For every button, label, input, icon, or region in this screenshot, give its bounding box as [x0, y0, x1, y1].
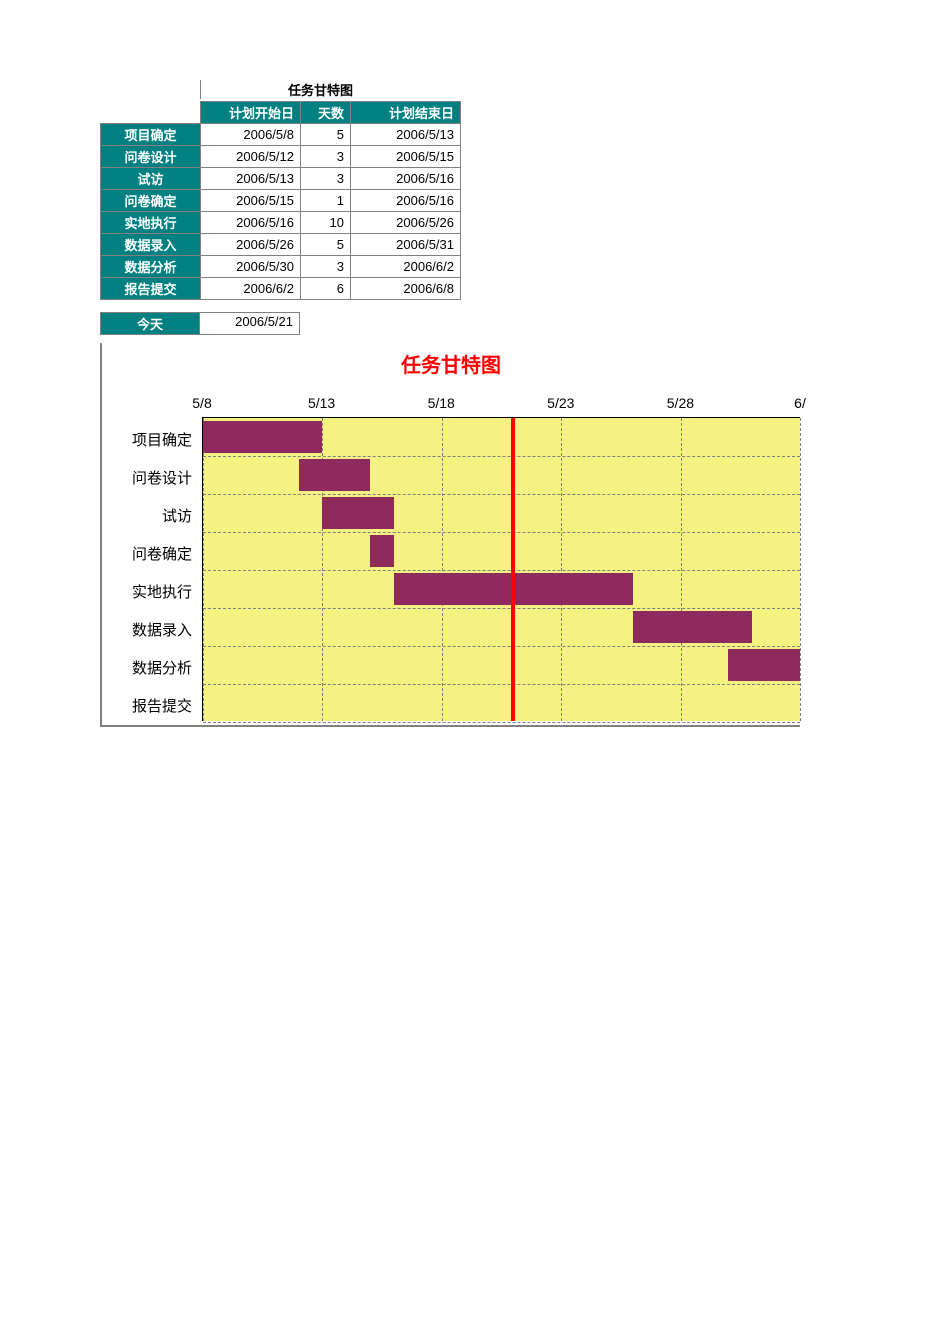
cell-days: 3 [301, 256, 351, 278]
cell-end: 2006/5/13 [351, 124, 461, 146]
grid-horizontal [203, 608, 800, 609]
table-row: 报告提交2006/6/262006/6/8 [101, 278, 461, 300]
y-tick-label: 试访 [102, 505, 192, 526]
gantt-bar [633, 611, 752, 643]
y-tick-label: 问卷设计 [102, 467, 192, 488]
grid-horizontal [203, 532, 800, 533]
y-tick-label: 项目确定 [102, 429, 192, 450]
cell-end: 2006/5/16 [351, 168, 461, 190]
cell-days: 3 [301, 146, 351, 168]
plot-area [202, 417, 800, 721]
y-tick-label: 问卷确定 [102, 543, 192, 564]
cell-end: 2006/5/16 [351, 190, 461, 212]
row-header: 报告提交 [101, 278, 201, 300]
x-tick-label: 5/28 [667, 395, 694, 411]
today-label: 今天 [100, 312, 200, 335]
row-header: 项目确定 [101, 124, 201, 146]
row-header: 实地执行 [101, 212, 201, 234]
table-row: 实地执行2006/5/16102006/5/26 [101, 212, 461, 234]
cell-days: 1 [301, 190, 351, 212]
data-table: 计划开始日 天数 计划结束日 项目确定2006/5/852006/5/13问卷设… [100, 101, 461, 300]
y-tick-label: 报告提交 [102, 695, 192, 716]
table-row: 项目确定2006/5/852006/5/13 [101, 124, 461, 146]
y-axis-labels: 项目确定问卷设计试访问卷确定实地执行数据录入数据分析报告提交 [102, 417, 202, 725]
row-header: 问卷确定 [101, 190, 201, 212]
x-tick-label: 5/18 [428, 395, 455, 411]
col-header-days: 天数 [301, 102, 351, 124]
grid-horizontal [203, 570, 800, 571]
cell-days: 3 [301, 168, 351, 190]
row-header: 数据分析 [101, 256, 201, 278]
col-header-start: 计划开始日 [201, 102, 301, 124]
gantt-bar [370, 535, 394, 567]
cell-start: 2006/5/30 [201, 256, 301, 278]
grid-horizontal [203, 722, 800, 723]
x-tick-label: 6/ [794, 395, 806, 411]
header-spacer [101, 102, 201, 124]
cell-end: 2006/5/26 [351, 212, 461, 234]
col-header-end: 计划结束日 [351, 102, 461, 124]
cell-start: 2006/5/16 [201, 212, 301, 234]
today-line [511, 418, 515, 721]
chart-title: 任务甘特图 [102, 349, 800, 378]
cell-start: 2006/5/15 [201, 190, 301, 212]
x-axis-labels: 5/85/135/185/235/286/ [202, 395, 800, 415]
gantt-bar [728, 649, 800, 681]
gantt-chart: 任务甘特图 5/85/135/185/235/286/ 项目确定问卷设计试访问卷… [100, 343, 800, 727]
cell-days: 10 [301, 212, 351, 234]
grid-vertical [800, 418, 801, 721]
today-row: 今天 2006/5/21 [100, 312, 800, 335]
cell-end: 2006/5/31 [351, 234, 461, 256]
cell-start: 2006/6/2 [201, 278, 301, 300]
gantt-bar [203, 421, 322, 453]
row-header: 问卷设计 [101, 146, 201, 168]
x-tick-label: 5/23 [547, 395, 574, 411]
row-header: 试访 [101, 168, 201, 190]
table-row: 数据录入2006/5/2652006/5/31 [101, 234, 461, 256]
grid-horizontal [203, 646, 800, 647]
cell-days: 6 [301, 278, 351, 300]
cell-start: 2006/5/13 [201, 168, 301, 190]
today-value: 2006/5/21 [200, 312, 300, 335]
cell-start: 2006/5/8 [201, 124, 301, 146]
cell-end: 2006/6/2 [351, 256, 461, 278]
table-row: 数据分析2006/5/3032006/6/2 [101, 256, 461, 278]
row-header: 数据录入 [101, 234, 201, 256]
gantt-bar [322, 497, 394, 529]
table-row: 问卷确定2006/5/1512006/5/16 [101, 190, 461, 212]
cell-end: 2006/5/15 [351, 146, 461, 168]
gantt-bar [299, 459, 371, 491]
grid-horizontal [203, 456, 800, 457]
table-row: 问卷设计2006/5/1232006/5/15 [101, 146, 461, 168]
y-tick-label: 数据分析 [102, 657, 192, 678]
cell-start: 2006/5/26 [201, 234, 301, 256]
cell-end: 2006/6/8 [351, 278, 461, 300]
grid-horizontal [203, 494, 800, 495]
table-row: 试访2006/5/1332006/5/16 [101, 168, 461, 190]
cell-days: 5 [301, 124, 351, 146]
cell-days: 5 [301, 234, 351, 256]
x-tick-label: 5/8 [192, 395, 211, 411]
table-title: 任务甘特图 [200, 80, 440, 99]
y-tick-label: 实地执行 [102, 581, 192, 602]
x-tick-label: 5/13 [308, 395, 335, 411]
cell-start: 2006/5/12 [201, 146, 301, 168]
y-tick-label: 数据录入 [102, 619, 192, 640]
grid-horizontal [203, 684, 800, 685]
